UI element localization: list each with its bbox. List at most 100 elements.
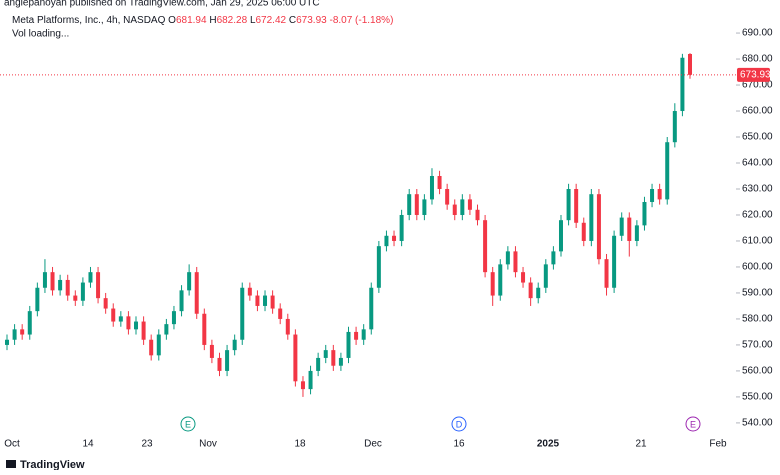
candle-body	[323, 350, 328, 358]
candle-body	[42, 272, 47, 288]
candle-body	[634, 225, 639, 241]
candle-body	[437, 175, 442, 189]
x-tick-label: 23	[141, 439, 153, 450]
candle-body	[505, 251, 510, 265]
candle-body	[80, 282, 85, 301]
candle-body	[407, 194, 412, 215]
candle-body	[103, 298, 108, 309]
x-tick-label: 16	[453, 439, 465, 450]
candle-body	[338, 357, 343, 366]
candle-body	[672, 111, 677, 143]
y-tick-label: 660.00	[742, 106, 773, 117]
candle-body	[247, 287, 252, 296]
candle-body	[331, 350, 336, 366]
last-price-box	[737, 67, 770, 82]
candle-body	[536, 287, 541, 299]
candle-body	[627, 217, 632, 241]
legend-field: C	[289, 15, 296, 26]
x-tick-label: 18	[294, 439, 306, 450]
candle-body	[88, 272, 93, 283]
candle-body	[581, 222, 586, 241]
event-label: D	[456, 419, 463, 429]
x-tick-label: Oct	[4, 439, 20, 450]
candle-body	[134, 321, 139, 330]
x-tick-label: Dec	[364, 439, 382, 450]
y-tick-label: 620.00	[742, 210, 773, 221]
volume-status: Vol loading...	[12, 29, 69, 40]
candle-body	[96, 272, 101, 299]
legend-value: 672.42	[256, 15, 287, 26]
candle-body	[513, 251, 518, 273]
candle-body	[642, 201, 647, 226]
candle-body	[346, 331, 351, 358]
candle-body	[65, 279, 70, 296]
candle-body	[528, 282, 533, 299]
candle-body	[414, 194, 419, 215]
candle-body	[156, 334, 161, 356]
logo-icon	[6, 460, 16, 468]
candle-body	[171, 311, 176, 325]
y-tick-label: 550.00	[742, 392, 773, 403]
y-tick-label: 580.00	[742, 314, 773, 325]
event-marker	[451, 416, 467, 432]
candle-body	[589, 194, 594, 241]
candle-body	[118, 316, 123, 322]
candle-body	[20, 329, 25, 335]
candle-body	[179, 290, 184, 312]
candle-body	[126, 316, 131, 330]
candle-body	[558, 220, 563, 252]
candle-body	[369, 287, 374, 330]
y-tick-label: 570.00	[742, 340, 773, 351]
header: anglepanoyan published on TradingView.co…	[4, 0, 320, 9]
legend: Meta Platforms, Inc., 4h, NASDAQ O681.94…	[12, 15, 393, 26]
candle-body	[225, 350, 230, 371]
candle-body	[164, 324, 169, 335]
legend-field: O	[168, 15, 176, 26]
event-marker	[180, 416, 196, 432]
candle-body	[293, 334, 298, 382]
footer-logo: TradingView	[6, 459, 85, 471]
candle-body	[240, 287, 245, 340]
x-tick-label: 2025	[537, 439, 560, 450]
candle-body	[566, 188, 571, 221]
legend-value: 673.93	[296, 15, 327, 26]
candle-body	[490, 272, 495, 296]
candle-body	[278, 308, 283, 319]
candle-body	[596, 194, 601, 260]
event-marker	[685, 416, 701, 432]
event-label: E	[185, 419, 191, 429]
candle-body	[35, 287, 40, 312]
last-price-label: 673.93	[740, 69, 771, 80]
candle-body	[141, 321, 146, 340]
candle-body	[384, 235, 389, 247]
candle-body	[657, 188, 662, 200]
candle-body	[665, 142, 670, 200]
candle-body	[543, 264, 548, 288]
candle-body	[255, 295, 260, 306]
candle-body	[376, 246, 381, 288]
y-tick-label: 670.00	[742, 80, 773, 91]
candle-body	[612, 235, 617, 288]
event-label: E	[690, 419, 696, 429]
candle-body	[12, 329, 17, 340]
candle-body	[300, 381, 305, 390]
candle-body	[285, 318, 290, 335]
candle-body	[521, 272, 526, 283]
legend-field: H	[209, 15, 216, 26]
candle-body	[392, 235, 397, 241]
candle-body	[422, 199, 427, 215]
candle-body	[202, 313, 207, 345]
y-tick-label: 640.00	[742, 158, 773, 169]
y-tick-label: 590.00	[742, 288, 773, 299]
y-tick-label: 600.00	[742, 262, 773, 273]
legend-value: 682.28	[217, 15, 248, 26]
candle-body	[316, 357, 321, 371]
candle-body	[187, 272, 192, 291]
y-tick-label: 540.00	[742, 418, 773, 429]
y-tick-label: 690.00	[742, 28, 773, 39]
candle-body	[263, 295, 268, 306]
candle-body	[429, 175, 434, 200]
y-tick-label: 630.00	[742, 184, 773, 195]
y-tick-label: 680.00	[742, 54, 773, 65]
